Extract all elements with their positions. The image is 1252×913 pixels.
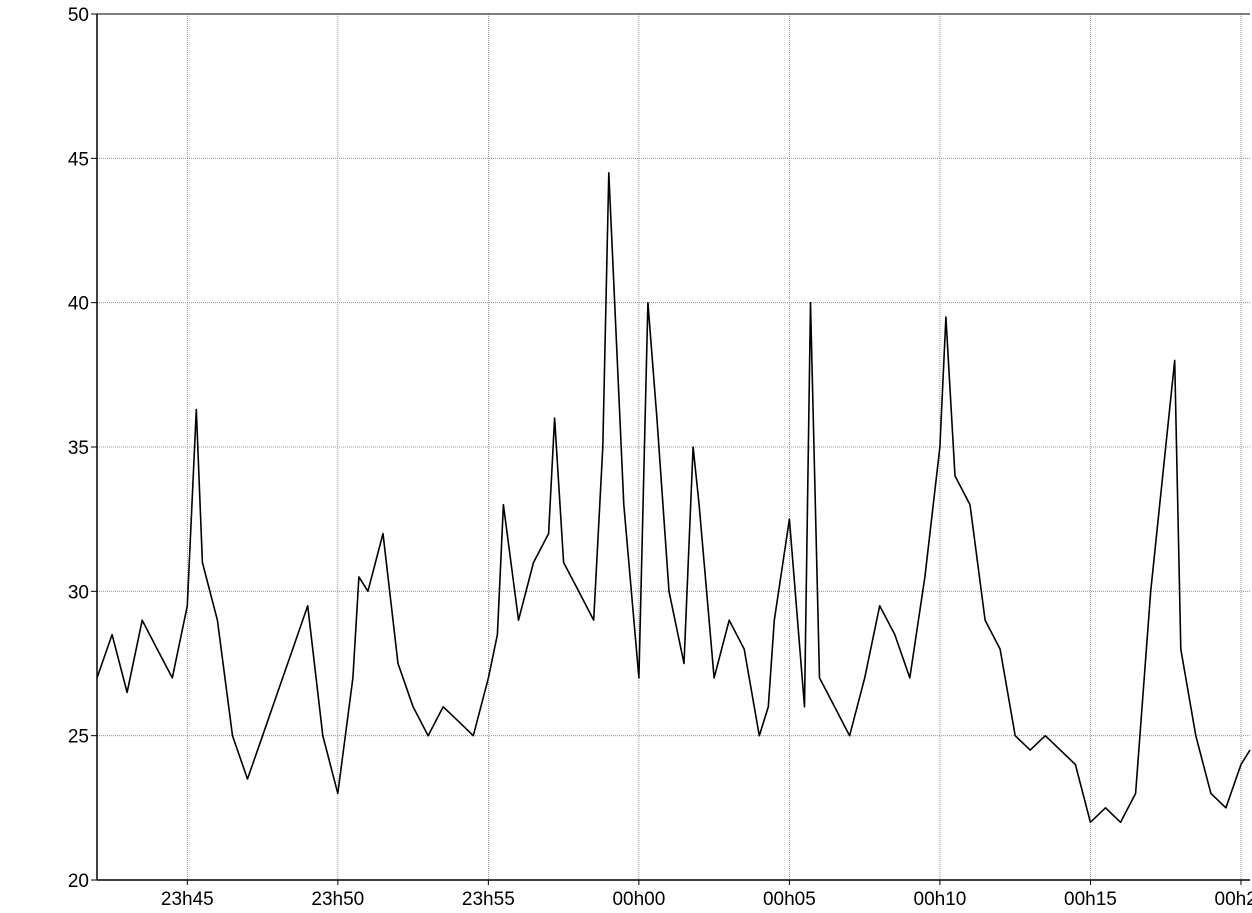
x-tick-label: 00h15 xyxy=(1064,889,1117,910)
y-tick-label: 35 xyxy=(68,438,89,459)
x-tick-label: 23h50 xyxy=(311,889,364,910)
series-group xyxy=(96,172,1251,824)
y-tick-label: 45 xyxy=(68,149,89,170)
x-tick-label: 00h00 xyxy=(612,889,665,910)
y-tick-label: 25 xyxy=(68,727,89,748)
x-tick-label: 00h10 xyxy=(914,889,967,910)
series-line xyxy=(96,172,1251,824)
x-tick-label: 23h45 xyxy=(161,889,214,910)
y-tick-label: 30 xyxy=(68,582,89,603)
x-tick-label: 00h20 xyxy=(1215,889,1252,910)
y-tick-label: 40 xyxy=(68,294,89,315)
y-axis-ticks: 20 25 30 35 40 45 50 xyxy=(68,5,97,892)
x-tick-label: 23h55 xyxy=(462,889,515,910)
x-tick-label: 00h05 xyxy=(763,889,816,910)
y-tick-label: 20 xyxy=(68,871,89,892)
y-tick-label: 50 xyxy=(68,5,89,26)
grid-lines xyxy=(97,14,1250,880)
x-axis-ticks: 23h45 23h50 23h55 00h00 00h05 00h10 00h15 00h20 xyxy=(161,880,1252,910)
